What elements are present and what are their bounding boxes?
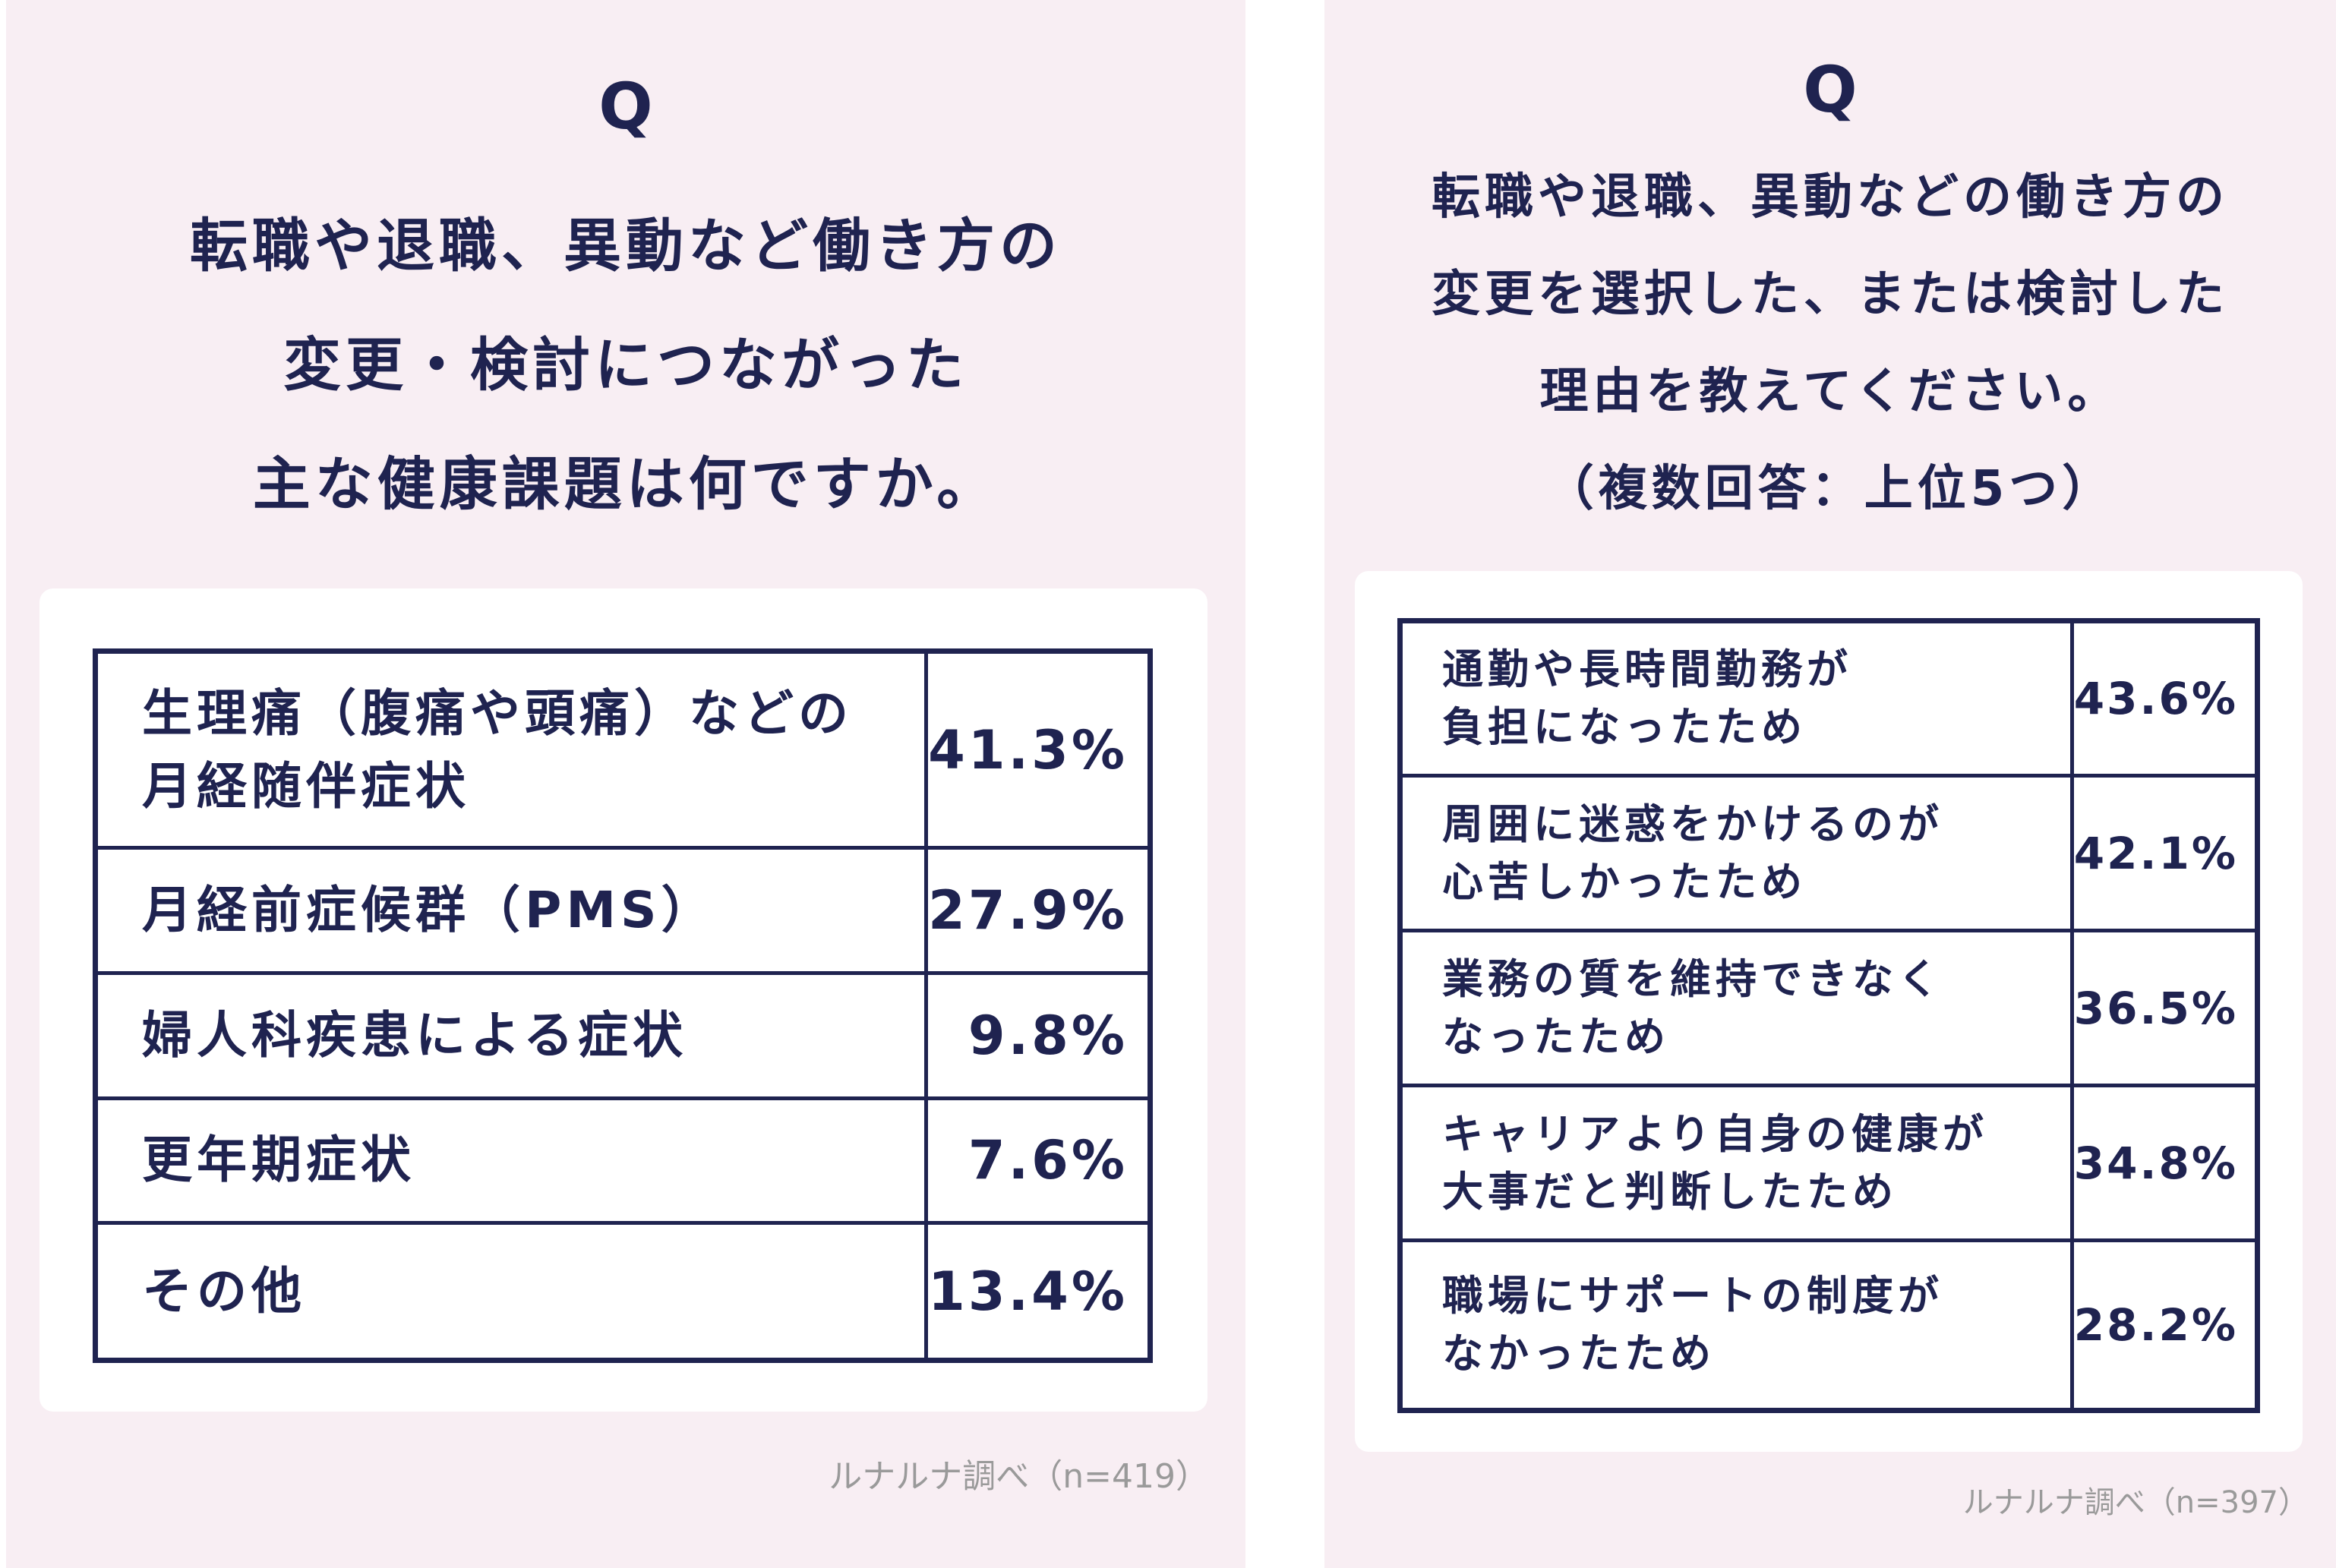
row-value: 42.1% bbox=[2069, 774, 2260, 932]
row-label: 周囲に迷惑をかけるのが 心苦しかったため bbox=[1398, 774, 2074, 932]
row-label: 職場にサポートの制度が なかったため bbox=[1398, 1238, 2074, 1412]
table-row: 通勤や長時間勤務が 負担になったため 43.6% bbox=[1398, 619, 2260, 778]
row-label-line: 心苦しかったため bbox=[1442, 857, 1807, 906]
question-title: 転職や退職、異動などの働き方の 変更を選択した、または検討した 理由を教えてくだ… bbox=[1324, 149, 2336, 538]
row-label-line: なったため bbox=[1442, 1012, 1670, 1061]
table-row: 周囲に迷惑をかけるのが 心苦しかったため 42.1% bbox=[1398, 774, 2260, 932]
survey-source: ルナルナ調べ（n=397） bbox=[1962, 1485, 2309, 1520]
row-label-line: 負担になったため bbox=[1442, 703, 1807, 751]
row-value: 13.4% bbox=[924, 1221, 1152, 1362]
row-label-line: 婦人科疾患による症状 bbox=[142, 1005, 688, 1065]
row-value: 43.6% bbox=[2069, 619, 2260, 778]
question-line: 転職や退職、異動など働き方の bbox=[190, 212, 1062, 279]
results-table: 生理痛（腹痛や頭痛）などの 月経随伴症状 41.3% 月経前症候群（PMS） 2… bbox=[93, 648, 1153, 1363]
row-value: 27.9% bbox=[924, 846, 1152, 975]
row-value: 34.8% bbox=[2069, 1084, 2260, 1242]
row-label-line: 通勤や長時間勤務が bbox=[1442, 645, 1852, 693]
row-label: 業務の質を維持できなく なったため bbox=[1398, 929, 2074, 1087]
row-label-line: 生理痛（腹痛や頭痛）などの bbox=[142, 683, 853, 743]
row-label: 生理痛（腹痛や頭痛）などの 月経随伴症状 bbox=[93, 648, 929, 850]
table-row: 職場にサポートの制度が なかったため 28.2% bbox=[1398, 1238, 2260, 1412]
results-card: 通勤や長時間勤務が 負担になったため 43.6% 周囲に迷惑をかけるのが 心苦し… bbox=[1355, 571, 2303, 1452]
question-line: （複数回答：上位5つ） bbox=[1545, 461, 2116, 517]
row-value: 28.2% bbox=[2069, 1238, 2260, 1412]
question-line: 変更を選択した、または検討した bbox=[1432, 267, 2229, 323]
right-question-panel: Q 転職や退職、異動などの働き方の 変更を選択した、または検討した 理由を教えて… bbox=[1324, 0, 2336, 1568]
row-label: 婦人科疾患による症状 bbox=[93, 970, 929, 1100]
row-label: キャリアより自身の健康が 大事だと判断したため bbox=[1398, 1084, 2074, 1242]
row-label-line: 月経前症候群（PMS） bbox=[142, 880, 716, 939]
question-line: 転職や退職、異動などの働き方の bbox=[1432, 169, 2229, 226]
question-line: 主な健康課題は何ですか。 bbox=[252, 450, 999, 518]
left-question-panel: Q 転職や退職、異動など働き方の 変更・検討につながった 主な健康課題は何ですか… bbox=[6, 0, 1245, 1568]
question-marker: Q bbox=[1803, 52, 1858, 127]
table-row: 業務の質を維持できなく なったため 36.5% bbox=[1398, 929, 2260, 1087]
table-row: その他 13.4% bbox=[93, 1221, 1152, 1362]
row-label: 月経前症候群（PMS） bbox=[93, 846, 929, 975]
table-row: 生理痛（腹痛や頭痛）などの 月経随伴症状 41.3% bbox=[93, 648, 1152, 850]
question-line: 理由を教えてください。 bbox=[1539, 364, 2121, 420]
table-row: 更年期症状 7.6% bbox=[93, 1096, 1152, 1226]
row-value: 36.5% bbox=[2069, 929, 2260, 1087]
table-row: キャリアより自身の健康が 大事だと判断したため 34.8% bbox=[1398, 1084, 2260, 1242]
row-value: 7.6% bbox=[924, 1096, 1152, 1226]
results-table: 通勤や長時間勤務が 負担になったため 43.6% 周囲に迷惑をかけるのが 心苦し… bbox=[1397, 618, 2260, 1413]
row-label-line: 職場にサポートの制度が bbox=[1442, 1272, 1943, 1320]
row-label-line: 月経随伴症状 bbox=[142, 756, 470, 816]
question-marker: Q bbox=[598, 69, 653, 144]
table-row: 婦人科疾患による症状 9.8% bbox=[93, 970, 1152, 1100]
row-label: その他 bbox=[93, 1221, 929, 1362]
row-label-line: なかったため bbox=[1442, 1330, 1716, 1377]
row-label-line: 周囲に迷惑をかけるのが bbox=[1442, 800, 1943, 848]
row-value: 41.3% bbox=[924, 648, 1152, 850]
row-label-line: 更年期症状 bbox=[142, 1131, 415, 1190]
row-label: 通勤や長時間勤務が 負担になったため bbox=[1398, 619, 2074, 778]
survey-source: ルナルナ調べ（n=419） bbox=[829, 1457, 1209, 1496]
table-row: 月経前症候群（PMS） 27.9% bbox=[93, 846, 1152, 975]
row-value: 9.8% bbox=[924, 970, 1152, 1100]
results-card: 生理痛（腹痛や頭痛）などの 月経随伴症状 41.3% 月経前症候群（PMS） 2… bbox=[39, 588, 1207, 1412]
row-label-line: 大事だと判断したため bbox=[1442, 1167, 1898, 1216]
row-label-line: 業務の質を維持できなく bbox=[1442, 954, 1943, 1003]
question-line: 変更・検討につながった bbox=[283, 331, 968, 399]
question-title: 転職や退職、異動など働き方の 変更・検討につながった 主な健康課題は何ですか。 bbox=[6, 186, 1245, 544]
row-label-line: キャリアより自身の健康が bbox=[1442, 1109, 1988, 1158]
row-label: 更年期症状 bbox=[93, 1096, 929, 1226]
row-label-line: その他 bbox=[142, 1261, 306, 1320]
